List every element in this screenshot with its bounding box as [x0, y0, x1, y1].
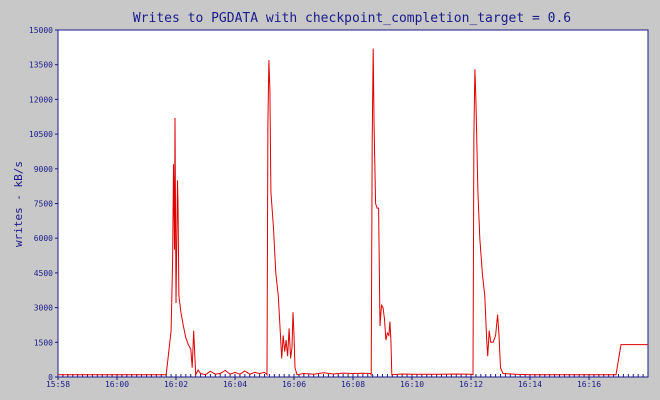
x-tick-label: 15:58 — [46, 380, 70, 389]
chart-title: Writes to PGDATA with checkpoint_complet… — [133, 11, 571, 26]
y-tick-label: 6000 — [34, 234, 53, 243]
plot-area — [57, 29, 649, 378]
x-tick-label: 16:16 — [577, 380, 601, 389]
y-tick-label: 13500 — [29, 61, 53, 70]
x-tick-label: 16:04 — [223, 380, 247, 389]
y-tick-label: 15000 — [29, 26, 53, 35]
y-tick-label: 3000 — [34, 304, 53, 313]
y-tick-label: 12000 — [29, 95, 53, 104]
x-tick-label: 16:14 — [518, 380, 542, 389]
series-layer — [58, 48, 648, 377]
y-tick-label: 9000 — [34, 165, 53, 174]
x-tick-label: 16:12 — [459, 380, 483, 389]
x-axis: 15:58 16:00 16:02 16:04 16:06 16:08 16:10 16:12… — [46, 374, 649, 389]
y-axis-label: writes - kB/s — [12, 161, 25, 247]
y-tick-label: 0 — [48, 373, 53, 382]
y-axis: 0 1500 3000 4500 6000 7500 9000 10500 12000 13500… — [29, 26, 58, 382]
y-tick-label: 10500 — [29, 130, 53, 139]
x-tick-label: 16:00 — [105, 380, 129, 389]
y-tick-label: 4500 — [34, 269, 53, 278]
x-tick-label: 16:08 — [341, 380, 365, 389]
x-tick-label: 16:06 — [282, 380, 306, 389]
x-tick-label: 16:02 — [164, 380, 188, 389]
y-tick-label: 1500 — [34, 338, 53, 347]
y-tick-label: 7500 — [34, 200, 53, 209]
x-tick-label: 16:10 — [400, 380, 424, 389]
series-line-0 — [58, 48, 648, 377]
